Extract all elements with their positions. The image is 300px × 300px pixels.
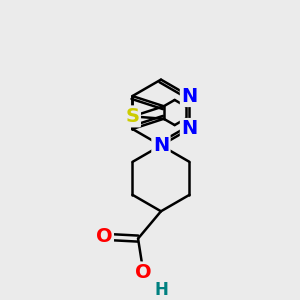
Text: O: O (135, 263, 152, 282)
Text: H: H (154, 281, 168, 299)
Text: O: O (96, 227, 112, 246)
Text: N: N (153, 136, 169, 155)
Text: N: N (182, 119, 198, 139)
Text: S: S (125, 107, 140, 126)
Text: N: N (182, 87, 198, 106)
